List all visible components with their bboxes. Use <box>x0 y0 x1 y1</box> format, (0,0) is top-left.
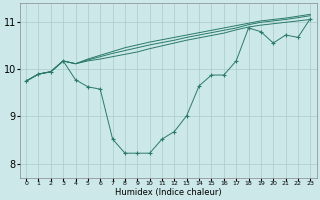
X-axis label: Humidex (Indice chaleur): Humidex (Indice chaleur) <box>115 188 221 197</box>
